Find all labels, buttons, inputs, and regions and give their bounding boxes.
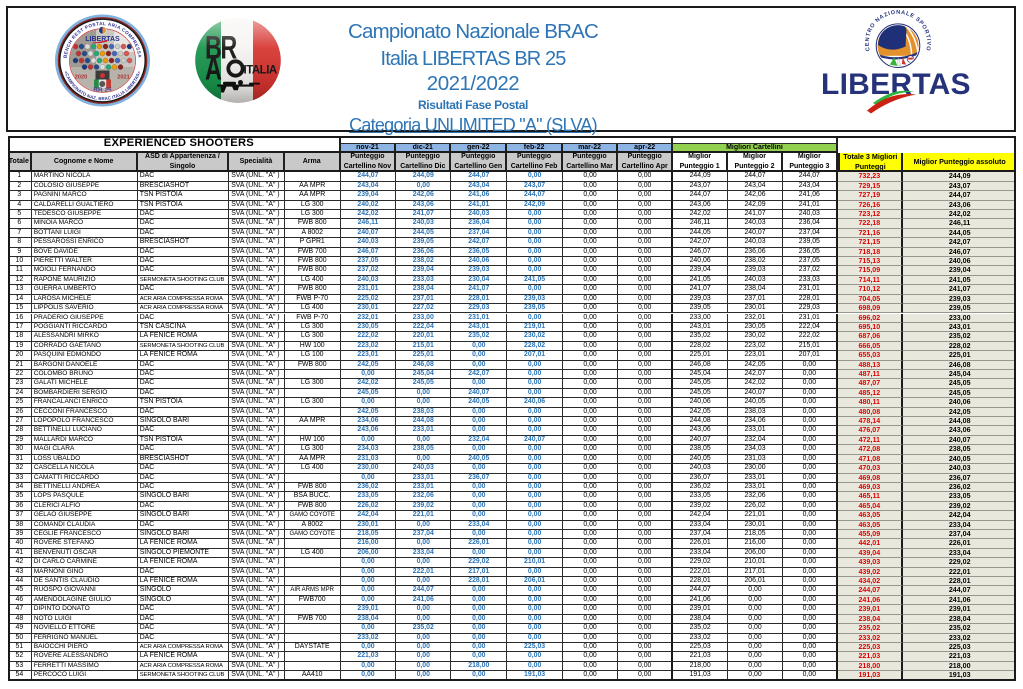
svg-text:2020: 2020	[75, 75, 87, 81]
svg-text:2021: 2021	[117, 75, 129, 81]
svg-text:LIBERTAS: LIBERTAS	[85, 36, 120, 43]
svg-text:BR 25: BR 25	[93, 87, 112, 94]
